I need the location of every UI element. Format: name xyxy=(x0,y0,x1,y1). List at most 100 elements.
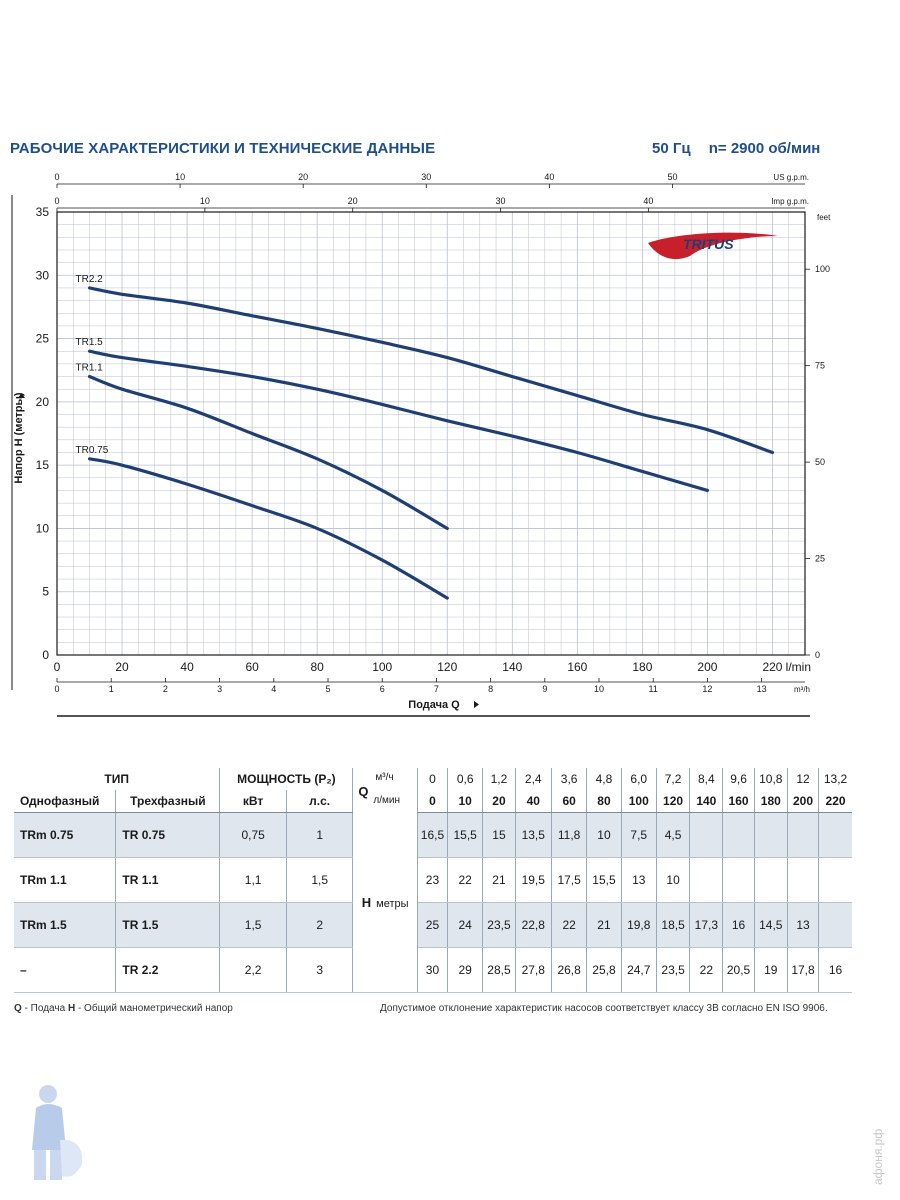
head-value-cell xyxy=(754,812,788,858)
head-value-cell: 17,5 xyxy=(551,857,588,903)
head-value-cell xyxy=(754,857,788,903)
x-tick-label-lmin: 140 xyxy=(502,660,522,674)
head-value-cell: 24 xyxy=(447,902,484,948)
q-l-cell: 200 xyxy=(787,790,820,813)
head-value-cell: 23,5 xyxy=(482,902,516,948)
top-tick-label-us: 50 xyxy=(667,172,677,182)
power-kw: 2,2 xyxy=(219,947,287,993)
q-m3-cell: 12 xyxy=(787,768,820,790)
q-unit-m3h: м³/ч xyxy=(375,772,394,783)
q-l-cell: 100 xyxy=(621,790,657,813)
right-tick-label-feet: 50 xyxy=(815,457,825,467)
x-tick-label-lmin: 80 xyxy=(310,660,324,674)
table-row: TRm 1.1 TR 1.1 1,1 1,5 23 22 21 19,5 17,5 15,5 13 1… xyxy=(14,857,852,903)
power-hp: 1,5 xyxy=(286,857,354,903)
power-hp: 3 xyxy=(286,947,354,993)
top-unit-imp: Imp g.p.m. xyxy=(771,197,809,206)
series-line-tr2-2 xyxy=(87,286,775,455)
technical-data-table: ТИП МОЩНОСТЬ (P₂) Q м³/ч л/мин 0 0,6 1,2… xyxy=(14,768,852,993)
q-l-cell: 20 xyxy=(482,790,516,813)
x-axis-arrow-icon xyxy=(474,701,479,708)
x-tick-label-m3h: 10 xyxy=(594,684,604,694)
head-value-cell: 17,3 xyxy=(689,902,724,948)
q-m3-cell: 0,6 xyxy=(447,768,484,790)
x-unit-m3h: m³/h xyxy=(794,685,810,694)
y-tick-label: 30 xyxy=(36,268,50,282)
series-label: TR0.75 xyxy=(76,445,109,456)
x-tick-label-m3h: 1 xyxy=(109,684,114,694)
head-value-cell: 16,5 xyxy=(417,812,449,858)
legend-footnote: Q - Подача H - Общий манометрический нап… xyxy=(14,1003,233,1014)
power-hp: 2 xyxy=(286,902,354,948)
head-value-cell xyxy=(818,812,852,858)
head-value-cell xyxy=(722,812,755,858)
q-symbol: Q xyxy=(358,784,369,799)
power-hp: 1 xyxy=(286,812,354,858)
head-value-cell: 21 xyxy=(482,857,516,903)
q-unit-lmin: л/мин xyxy=(373,795,401,806)
x-tick-label-m3h: 3 xyxy=(217,684,222,694)
head-value-cell: 13 xyxy=(787,902,820,948)
head-value-cell: 22 xyxy=(689,947,724,993)
head-value-cell: 13 xyxy=(621,857,657,903)
top-tick-label-imp: 0 xyxy=(54,196,59,206)
q-l-cell: 160 xyxy=(722,790,755,813)
plot-frame xyxy=(56,211,806,656)
q-desc: - Подача xyxy=(21,1003,68,1014)
x-tick-label-lmin: 60 xyxy=(245,660,259,674)
q-abbr: Q xyxy=(14,1003,22,1014)
right-tick-label-feet: 100 xyxy=(815,264,830,274)
operating-conditions: 50 Гц n= 2900 об/мин xyxy=(652,140,820,157)
x-tick-label-lmin: 120 xyxy=(437,660,457,674)
series-label: TR2.2 xyxy=(76,274,104,285)
h-symbol: H xyxy=(361,894,372,910)
tolerance-footnote: Допустимое отклонение характеристик насо… xyxy=(380,1003,828,1014)
right-tick-label-feet: 25 xyxy=(815,554,825,564)
right-unit-feet: feet xyxy=(817,213,831,222)
top-tick-label-us: 40 xyxy=(544,172,554,182)
head-value-cell xyxy=(787,812,820,858)
top-tick-label-us: 20 xyxy=(298,172,308,182)
q-l-cell: 60 xyxy=(551,790,588,813)
q-m3-cell: 2,4 xyxy=(515,768,552,790)
three-phase-model: TR 0.75 xyxy=(115,812,221,858)
right-tick-label-feet: 0 xyxy=(815,650,820,660)
head-value-cell xyxy=(818,857,852,903)
x-tick-label-lmin: 40 xyxy=(180,660,194,674)
x-tick-label-lmin: 100 xyxy=(372,660,392,674)
q-m3-cell: 9,6 xyxy=(722,768,755,790)
head-value-cell: 17,8 xyxy=(787,947,820,993)
q-m3-cell: 13,2 xyxy=(823,772,848,786)
head-value-cell: 25,8 xyxy=(586,947,622,993)
power-header: МОЩНОСТЬ (P₂) xyxy=(219,768,354,790)
tritus-logo: TRITUS xyxy=(648,232,778,260)
q-l-cell: 80 xyxy=(586,790,622,813)
x-tick-label-m3h: 13 xyxy=(757,684,767,694)
top-tick-label-imp: 30 xyxy=(496,196,506,206)
x-tick-label-lmin: 20 xyxy=(115,660,129,674)
head-value-cell: 28,5 xyxy=(482,947,516,993)
x-tick-label-m3h: 11 xyxy=(649,684,658,694)
page-title: РАБОЧИЕ ХАРАКТЕРИСТИКИ И ТЕХНИЧЕСКИЕ ДАН… xyxy=(10,140,436,157)
series-label: TR1.5 xyxy=(76,337,104,348)
speed-label: n= 2900 об/мин xyxy=(708,140,821,157)
head-value-cell: 22 xyxy=(551,902,588,948)
top-tick-label-imp: 10 xyxy=(200,196,210,206)
head-value-cell: 4,5 xyxy=(656,812,691,858)
head-value-cell xyxy=(689,812,724,858)
head-value-cell: 19 xyxy=(754,947,788,993)
q-l-cell: 180 xyxy=(754,790,788,813)
table-header-row-1: ТИП МОЩНОСТЬ (P₂) Q м³/ч л/мин 0 0,6 1,2… xyxy=(14,768,852,813)
q-l-cell: 0 xyxy=(417,790,449,813)
q-header: Q м³/ч л/мин xyxy=(352,768,418,813)
kw-header: кВт xyxy=(219,790,287,813)
head-value-cell: 16 xyxy=(818,947,852,993)
frequency-label: 50 Гц xyxy=(652,140,691,157)
top-unit-us: US g.p.m. xyxy=(773,173,809,182)
logo-text: TRITUS xyxy=(683,236,734,252)
head-value-cell: 23 xyxy=(417,857,449,903)
q-m3-cell: 1,2 xyxy=(482,768,516,790)
three-phase-model: TR 2.2 xyxy=(115,947,221,993)
